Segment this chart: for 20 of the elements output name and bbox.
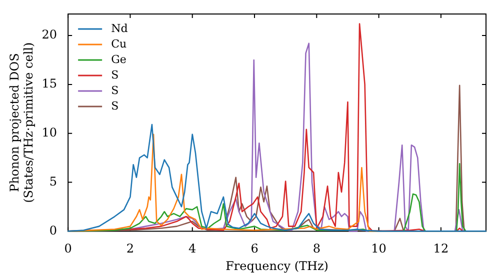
x-tick-label: 0: [64, 242, 72, 256]
y-tick-label: 20: [42, 28, 58, 42]
x-tick-label: 12: [433, 242, 449, 256]
y-tick-label: 10: [42, 125, 58, 140]
legend-label: S: [111, 84, 119, 97]
x-tick-label: 8: [312, 242, 320, 256]
y-tick-label: 5: [49, 174, 58, 188]
legend-label: Cu: [111, 37, 127, 50]
x-tick-label: 4: [188, 242, 197, 256]
legend-label: Ge: [111, 52, 126, 66]
x-tick-label: 2: [126, 242, 134, 256]
y-tick-label: 0: [49, 223, 58, 238]
y-axis-title: Phonon projected DOS (States/THz·primitive cell): [7, 42, 36, 203]
x-axis-title: Frequency (THz): [226, 258, 328, 273]
legend-label: S: [111, 99, 119, 112]
legend-label: Nd: [111, 22, 128, 35]
y-tick-label: 15: [42, 76, 58, 91]
x-tick-label: 10: [371, 242, 386, 256]
legend-label: S: [111, 68, 119, 82]
x-tick-label: 6: [250, 242, 258, 256]
